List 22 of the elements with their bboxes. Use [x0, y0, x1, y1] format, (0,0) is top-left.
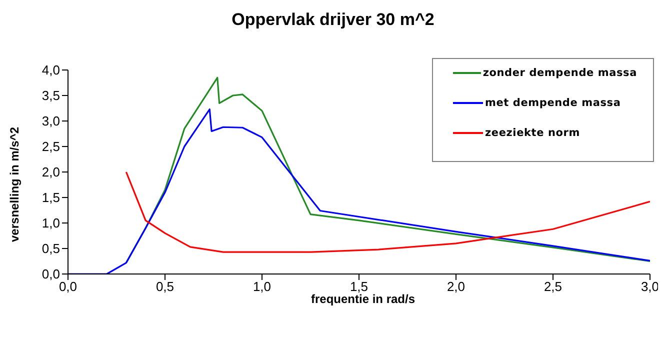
legend-label: met dempende massa — [485, 97, 621, 109]
x-tick-label: 0,5 — [156, 279, 174, 294]
x-tick-label: 2,0 — [446, 279, 466, 294]
legend-label: zeeziekte norm — [485, 127, 580, 139]
legend-label: zonder dempende massa — [482, 67, 637, 79]
y-tick-label: 1,5 — [42, 190, 60, 206]
line-series — [125, 171, 650, 253]
y-tick-label: 0,5 — [42, 241, 60, 256]
chart-title: Oppervlak drijver 30 m^2 — [230, 10, 436, 30]
x-tick-label: 0,0 — [58, 279, 78, 294]
y-tick-label: 2,5 — [42, 139, 60, 154]
y-tick-label: 3,5 — [42, 88, 60, 104]
y-tick-label: 2,0 — [42, 164, 60, 180]
y-tick-label: 0,0 — [42, 266, 60, 282]
y-tick-label: 1,0 — [42, 216, 60, 231]
x-tick-label: 1,5 — [350, 279, 368, 294]
x-tick-label: 1,0 — [252, 279, 272, 294]
y-tick-label: 4,0 — [42, 62, 60, 78]
y-tick-label: 3,0 — [42, 114, 60, 129]
x-axis-title: frequentie in rad/s — [310, 292, 416, 306]
x-tick-label: 2,5 — [544, 279, 562, 294]
y-axis-title: versnelling in m/s^2 — [7, 126, 22, 242]
